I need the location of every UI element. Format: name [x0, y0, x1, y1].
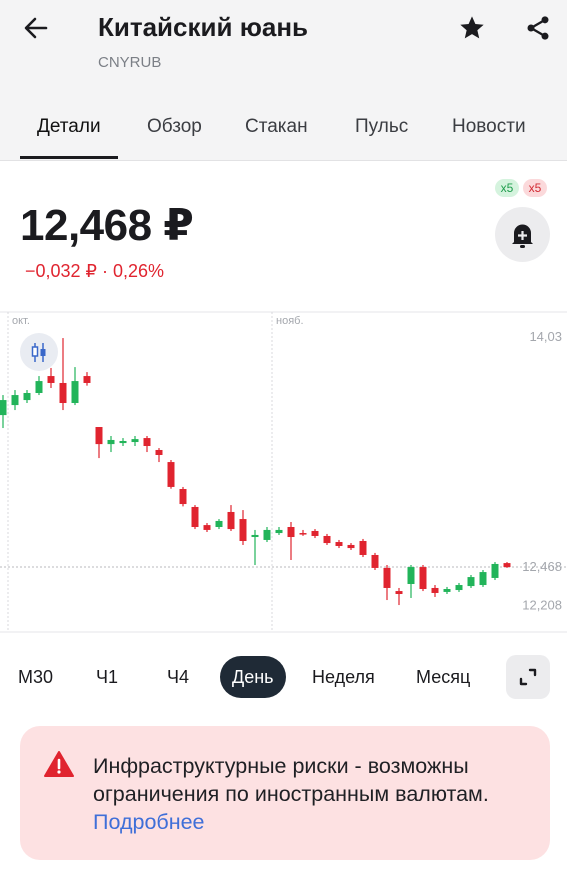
candlestick-chart: окт. нояб. 14,03 12,468 12,208 — [0, 311, 567, 633]
candle-body — [0, 400, 7, 416]
y-tick-label: 12,208 — [522, 597, 562, 612]
candle-body — [119, 441, 127, 444]
candle-body — [107, 439, 115, 445]
candle-body — [407, 567, 415, 584]
candle-body — [431, 587, 439, 593]
candle-body — [11, 395, 19, 406]
candle-body — [371, 554, 379, 568]
ticker: CNYRUB — [98, 54, 162, 71]
candle-body — [395, 591, 403, 595]
candle-body — [143, 438, 151, 447]
candle-body — [479, 572, 487, 586]
active-tab-indicator — [20, 156, 118, 159]
timeframe[interactable]: Ч4 — [167, 667, 190, 687]
candle-body — [335, 542, 343, 546]
candle-body — [347, 544, 355, 549]
candle-body — [215, 520, 223, 528]
candle-body — [179, 489, 187, 505]
alert-message: Инфраструктурные риски - возможны ограни… — [93, 754, 489, 806]
timeframe[interactable]: Неделя — [312, 667, 375, 687]
candle-body — [239, 519, 247, 541]
period-label: окт. — [12, 315, 30, 327]
timeframe[interactable]: Месяц — [416, 667, 471, 687]
favorite-button[interactable] — [458, 14, 486, 42]
expand-icon — [519, 668, 537, 686]
candle-body — [23, 392, 31, 401]
tab[interactable]: Пульс — [355, 116, 409, 137]
candle-body — [71, 381, 79, 404]
candle-body — [263, 529, 271, 540]
candle-body — [287, 527, 295, 538]
candle-body — [323, 535, 331, 544]
tab[interactable]: Стакан — [245, 116, 308, 137]
back-button[interactable] — [22, 14, 50, 42]
candle-body — [383, 567, 391, 588]
tab[interactable]: Обзор — [147, 116, 202, 137]
risk-alert — [20, 726, 550, 860]
y-tick-label: 12,468 — [522, 559, 562, 574]
candle-body — [251, 534, 259, 538]
candle-body — [167, 462, 175, 487]
candle-body — [155, 449, 163, 455]
candle-body — [443, 588, 451, 592]
candle-body — [359, 540, 367, 555]
price-change: −0,032 ₽ · 0,26% — [25, 261, 165, 281]
badge: x5 — [495, 179, 519, 197]
chart-type-button[interactable] — [20, 333, 58, 371]
candle-body — [203, 525, 211, 530]
candle-body — [299, 533, 307, 535]
candle-body — [47, 376, 55, 383]
candle-body — [491, 563, 499, 578]
candle-body — [227, 511, 235, 530]
candle-body — [311, 530, 319, 536]
alert-button[interactable] — [495, 207, 550, 262]
candle-body — [95, 427, 103, 445]
candle-body — [503, 563, 511, 568]
candle-body — [419, 567, 427, 589]
candle-body — [131, 439, 139, 443]
tab[interactable]: Новости — [452, 116, 526, 137]
bell-icon — [512, 224, 533, 248]
title: Китайский юань — [98, 12, 309, 42]
timeframe[interactable]: День — [220, 656, 286, 698]
candle-body — [191, 506, 199, 528]
fullscreen-button[interactable] — [506, 655, 550, 699]
candle-body — [35, 381, 43, 393]
period-label: нояб. — [276, 315, 304, 327]
badge: x5 — [523, 179, 547, 197]
candle-body — [59, 382, 67, 404]
candle-body — [275, 529, 283, 534]
timeframe[interactable]: Ч1 — [96, 667, 119, 687]
y-tick-label: 14,03 — [529, 329, 562, 344]
alert-text: Инфраструктурные риски - возможны ограни… — [93, 752, 533, 836]
tab[interactable]: Детали — [37, 116, 101, 137]
candle-body — [455, 585, 463, 591]
price: 12,468 ₽ — [20, 201, 194, 250]
candle-body — [83, 376, 91, 383]
warning-icon — [44, 751, 74, 777]
share-button[interactable] — [524, 14, 552, 42]
timeframe[interactable]: М30 — [18, 667, 54, 687]
alert-link[interactable]: Подробнее — [93, 810, 205, 834]
candle-body — [467, 577, 475, 587]
